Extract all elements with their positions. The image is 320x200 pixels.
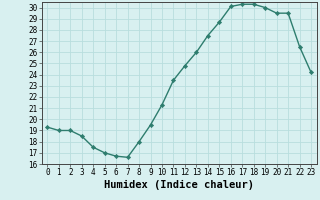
X-axis label: Humidex (Indice chaleur): Humidex (Indice chaleur) [104, 180, 254, 190]
